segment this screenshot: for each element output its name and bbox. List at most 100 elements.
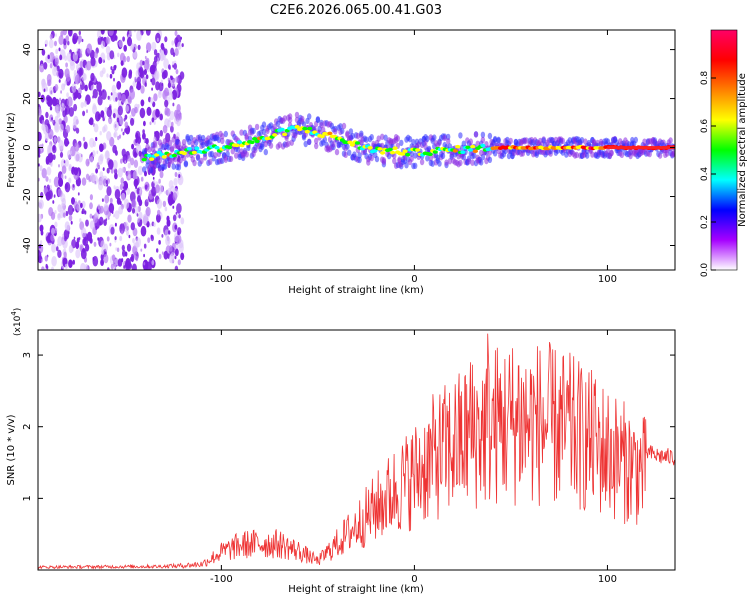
noise-dot bbox=[102, 126, 106, 133]
trace-halo bbox=[668, 137, 673, 144]
noise-dot bbox=[177, 227, 182, 236]
noise-dot bbox=[174, 248, 179, 257]
trace-core bbox=[149, 157, 155, 161]
noise-dot bbox=[121, 128, 123, 132]
noise-dot bbox=[73, 115, 79, 126]
trace-halo bbox=[419, 158, 425, 166]
noise-dot bbox=[75, 249, 81, 259]
noise-dot bbox=[106, 73, 109, 78]
noise-dot bbox=[140, 85, 145, 94]
noise-dot bbox=[146, 50, 148, 54]
trace-halo bbox=[199, 157, 204, 165]
noise-dot bbox=[64, 236, 67, 242]
noise-dot bbox=[172, 102, 175, 107]
noise-dot bbox=[73, 201, 79, 210]
noise-dot bbox=[178, 214, 181, 219]
trace-halo bbox=[479, 159, 484, 166]
noise-dot bbox=[75, 127, 80, 134]
trace-core bbox=[214, 145, 220, 150]
noise-dot bbox=[58, 47, 61, 52]
noise-dot bbox=[69, 60, 76, 71]
noise-dot bbox=[161, 251, 164, 255]
noise-dot bbox=[54, 57, 59, 66]
trace-halo bbox=[343, 151, 348, 158]
noise-dot bbox=[140, 99, 145, 107]
trace-halo bbox=[261, 128, 267, 135]
trace-core bbox=[472, 149, 478, 153]
noise-dot bbox=[145, 206, 151, 217]
noise-dot bbox=[118, 134, 122, 139]
noise-dot bbox=[99, 153, 104, 162]
noise-dot bbox=[38, 106, 42, 116]
noise-dot bbox=[79, 67, 84, 76]
trace-halo bbox=[258, 130, 263, 137]
trace-halo bbox=[300, 115, 305, 123]
trace-halo bbox=[470, 159, 475, 166]
noise-dot bbox=[38, 213, 42, 223]
noise-dot bbox=[156, 37, 159, 42]
noise-dot bbox=[124, 121, 129, 129]
noise-dot bbox=[86, 231, 93, 242]
noise-dot bbox=[168, 92, 174, 101]
noise-dot bbox=[68, 107, 74, 117]
snr-plot-area bbox=[38, 333, 675, 570]
noise-dot bbox=[127, 36, 132, 47]
trace-core bbox=[181, 151, 187, 156]
noise-dot bbox=[138, 211, 143, 220]
noise-dot bbox=[139, 189, 142, 194]
noise-dot bbox=[137, 217, 140, 223]
noise-dot bbox=[89, 202, 93, 210]
noise-dot bbox=[129, 89, 135, 100]
noise-dot bbox=[80, 102, 84, 109]
noise-dot bbox=[167, 187, 172, 195]
noise-dot bbox=[85, 243, 90, 252]
noise-dot bbox=[132, 170, 138, 181]
noise-dot bbox=[121, 182, 125, 187]
trace-halo bbox=[235, 146, 241, 153]
noise-dot bbox=[99, 70, 104, 78]
noise-dot bbox=[163, 48, 168, 56]
trace-halo bbox=[263, 148, 268, 156]
noise-dot bbox=[41, 124, 45, 131]
noise-dot bbox=[158, 178, 161, 184]
noise-dot bbox=[142, 132, 146, 140]
noise-dot bbox=[100, 248, 105, 256]
noise-dot bbox=[163, 69, 168, 79]
noise-dot bbox=[102, 167, 105, 172]
noise-dot bbox=[168, 80, 171, 84]
noise-dot bbox=[45, 43, 47, 47]
noise-dot bbox=[93, 241, 97, 247]
noise-dot bbox=[100, 110, 105, 118]
noise-dot bbox=[60, 90, 62, 94]
noise-dot bbox=[121, 93, 126, 104]
noise-dot bbox=[64, 80, 68, 86]
trace-halo bbox=[216, 136, 222, 144]
noise-dot bbox=[92, 88, 98, 99]
snr-y-label: SNR (10 * v/v) bbox=[6, 414, 17, 485]
snr-multiplier: (x104) bbox=[10, 308, 23, 336]
noise-dot bbox=[64, 137, 69, 147]
noise-dot bbox=[123, 44, 127, 52]
noise-dot bbox=[53, 136, 57, 143]
trace-core bbox=[146, 153, 152, 158]
trace-halo bbox=[473, 131, 479, 138]
trace-halo bbox=[480, 136, 486, 144]
trace-halo bbox=[307, 113, 312, 120]
trace-halo bbox=[407, 136, 413, 143]
x-tick-label: -100 bbox=[210, 574, 233, 585]
noise-dot bbox=[77, 35, 82, 43]
noise-dot bbox=[79, 218, 82, 223]
noise-dot bbox=[45, 111, 49, 119]
noise-dot bbox=[77, 192, 80, 196]
noise-dot bbox=[137, 195, 141, 203]
noise-dot bbox=[59, 97, 61, 102]
trace-core bbox=[347, 140, 353, 145]
snr-multiplier-close: ) bbox=[13, 308, 23, 312]
noise-dot bbox=[136, 30, 142, 41]
noise-dot bbox=[143, 253, 146, 258]
noise-dot bbox=[140, 225, 147, 237]
noise-dot bbox=[149, 223, 152, 227]
noise-dot bbox=[170, 75, 173, 81]
noise-dot bbox=[153, 179, 156, 184]
